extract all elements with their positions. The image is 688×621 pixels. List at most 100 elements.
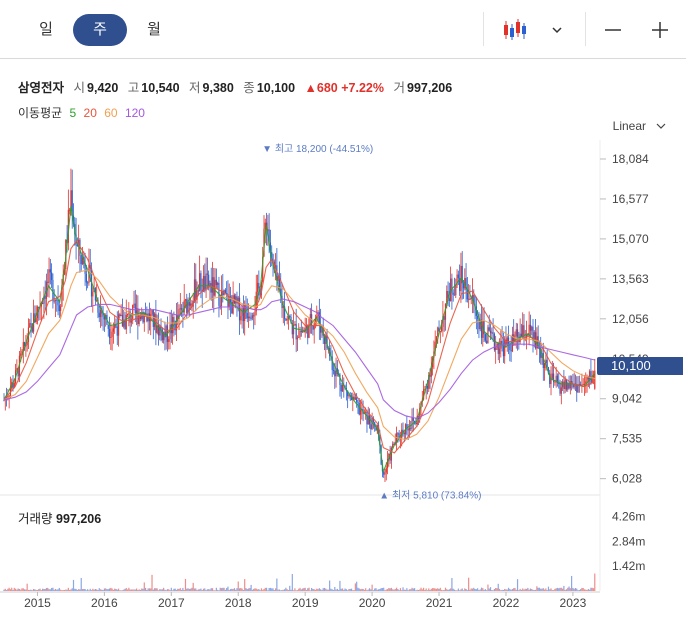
x-tick-label: 2021	[426, 596, 453, 610]
volume-bar	[160, 589, 162, 591]
volume-bar	[571, 575, 573, 591]
volume-bar	[7, 588, 9, 591]
y-tick-label: 7,535	[612, 432, 642, 446]
candle-body	[318, 312, 320, 325]
ma5-label: 5	[69, 106, 77, 120]
candle-body	[528, 324, 530, 335]
candle-body	[326, 335, 328, 349]
volume-bar	[210, 588, 212, 591]
ma20-line	[3, 239, 596, 454]
volume-bar	[134, 589, 136, 591]
volume-bar	[9, 589, 12, 591]
volume-bar	[470, 588, 472, 591]
volume-bar	[278, 589, 281, 591]
volume-label: 거	[393, 81, 405, 95]
candle-body	[413, 421, 416, 423]
volume-bar	[169, 590, 171, 591]
candle-body	[23, 342, 26, 347]
volume-bar	[138, 589, 140, 591]
candle-body	[181, 308, 183, 310]
x-tick-label: 2022	[493, 596, 520, 610]
volume-bar	[285, 587, 287, 591]
candle-body	[542, 352, 544, 369]
candle-body	[219, 305, 221, 307]
candle-body	[48, 269, 50, 283]
volume-bar	[421, 589, 423, 591]
volume-bar	[33, 589, 35, 591]
volume-bar	[317, 589, 319, 591]
volume-bar	[416, 589, 418, 591]
candle-body	[291, 322, 293, 335]
candle-body	[178, 309, 180, 319]
volume-bar	[484, 589, 486, 591]
volume-bar	[298, 588, 300, 591]
volume-bar	[525, 588, 528, 591]
volume-bar	[546, 590, 548, 591]
candle-body	[103, 316, 105, 320]
candle-body	[138, 314, 140, 325]
candle-body	[52, 280, 54, 301]
volume-bar	[399, 588, 402, 591]
volume-bar	[143, 582, 145, 591]
tab-weekly[interactable]: 주	[73, 14, 127, 46]
volume-bar	[121, 590, 124, 591]
candle-body	[370, 424, 372, 430]
scale-selector[interactable]: Linear	[612, 119, 646, 133]
candle-body	[402, 429, 404, 433]
volume-bar	[264, 587, 266, 591]
volume-bar	[330, 588, 332, 591]
volume-bar	[578, 589, 580, 591]
tab-daily[interactable]: 일	[39, 21, 53, 38]
volume-bar	[542, 588, 544, 591]
candle-body	[563, 381, 565, 390]
candle-body	[115, 324, 117, 327]
volume-bar	[192, 582, 194, 591]
tab-monthly[interactable]: 월	[147, 21, 161, 38]
chevron-down-icon[interactable]	[541, 14, 573, 46]
candlestick-icon[interactable]	[499, 14, 531, 46]
volume-bar	[313, 589, 315, 591]
candle-body	[22, 342, 24, 351]
plus-icon[interactable]	[644, 14, 676, 46]
candle-body	[549, 373, 551, 385]
candle-body	[85, 273, 87, 283]
candle-body	[157, 325, 160, 336]
volume-bar	[233, 588, 235, 591]
candle-body	[438, 327, 440, 332]
volume-bar	[513, 588, 515, 591]
volume-bar	[497, 583, 499, 591]
candle-body	[200, 273, 202, 290]
volume-bar	[532, 589, 534, 591]
volume-bar	[22, 588, 24, 591]
volume-bar	[406, 588, 408, 591]
candle-body	[199, 273, 201, 292]
candle-body	[366, 411, 368, 425]
volume-bar	[133, 589, 135, 591]
candle-body	[215, 279, 217, 285]
candle-body	[49, 269, 51, 273]
candle-body	[253, 315, 255, 317]
candle-body	[242, 308, 245, 321]
volume-bar	[267, 590, 269, 591]
volume-bar	[226, 587, 228, 591]
volume-bar	[14, 588, 17, 591]
candle-body	[581, 384, 583, 386]
minus-icon[interactable]	[597, 14, 629, 46]
volume-bar	[529, 588, 532, 591]
high-label: 고	[127, 81, 140, 95]
volume-bar	[63, 589, 66, 591]
candle-body	[577, 384, 579, 393]
volume-value: 997,206	[407, 81, 453, 95]
candle-body	[111, 331, 113, 337]
chevron-down-icon[interactable]	[656, 118, 666, 136]
candle-body	[483, 321, 485, 335]
x-tick-label: 2017	[158, 596, 185, 610]
candle-body	[133, 303, 135, 305]
stock-summary: 삼영전자 시 9,420 고 10,540 저 9,380 종 10,100 ▲680 …	[18, 77, 458, 96]
candle-body	[245, 305, 247, 314]
volume-bar	[161, 589, 163, 591]
volume-bar	[468, 577, 470, 591]
candle-body	[299, 330, 301, 337]
volume-bar	[117, 588, 120, 591]
